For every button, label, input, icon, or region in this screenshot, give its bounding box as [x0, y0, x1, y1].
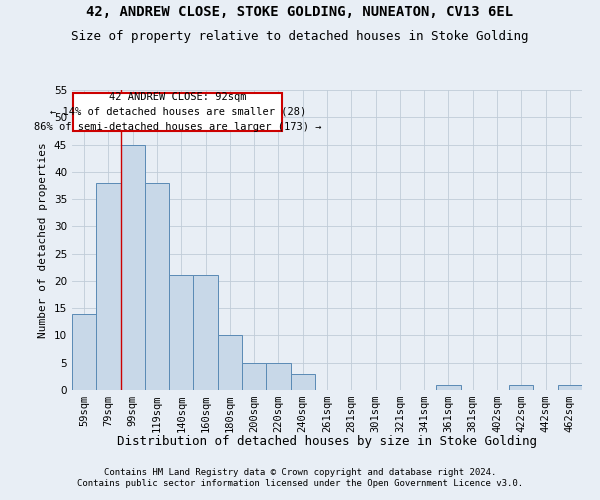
Text: Contains HM Land Registry data © Crown copyright and database right 2024.
Contai: Contains HM Land Registry data © Crown c… — [77, 468, 523, 487]
Bar — [290, 374, 315, 390]
Bar — [72, 314, 96, 390]
Bar — [242, 362, 266, 390]
Text: 42, ANDREW CLOSE, STOKE GOLDING, NUNEATON, CV13 6EL: 42, ANDREW CLOSE, STOKE GOLDING, NUNEATO… — [86, 5, 514, 19]
Bar — [145, 182, 169, 390]
FancyBboxPatch shape — [73, 92, 282, 131]
Text: 42 ANDREW CLOSE: 92sqm
← 14% of detached houses are smaller (28)
86% of semi-det: 42 ANDREW CLOSE: 92sqm ← 14% of detached… — [34, 92, 322, 132]
Text: Size of property relative to detached houses in Stoke Golding: Size of property relative to detached ho… — [71, 30, 529, 43]
Bar — [169, 276, 193, 390]
Bar — [509, 384, 533, 390]
Bar — [558, 384, 582, 390]
Y-axis label: Number of detached properties: Number of detached properties — [38, 142, 49, 338]
Bar — [436, 384, 461, 390]
Text: Distribution of detached houses by size in Stoke Golding: Distribution of detached houses by size … — [117, 435, 537, 448]
Bar — [96, 182, 121, 390]
Bar — [193, 276, 218, 390]
Bar — [218, 336, 242, 390]
Bar — [121, 144, 145, 390]
Bar — [266, 362, 290, 390]
